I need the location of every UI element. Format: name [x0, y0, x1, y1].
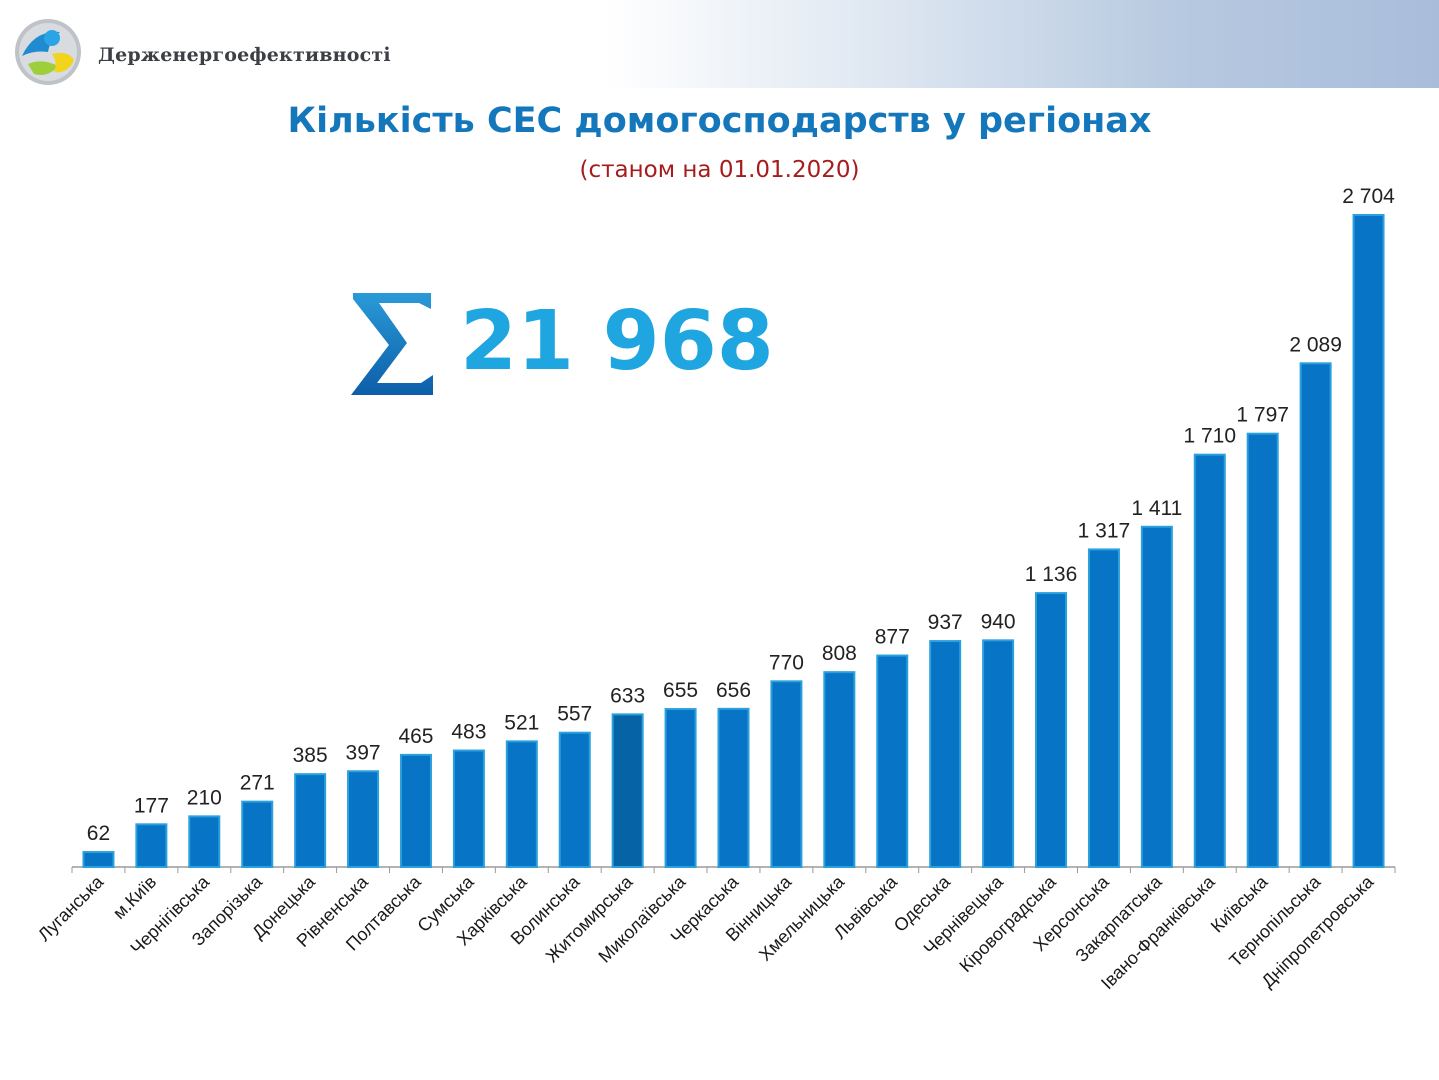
data-label: 397 — [346, 741, 381, 764]
data-label: 770 — [769, 651, 804, 674]
bar — [1299, 362, 1332, 868]
bar — [135, 823, 168, 868]
bar — [823, 671, 856, 868]
sigma-icon — [351, 293, 433, 395]
data-label: 655 — [663, 679, 698, 702]
data-label: 940 — [981, 610, 1016, 633]
data-label: 633 — [610, 684, 645, 707]
bar — [1140, 525, 1173, 868]
brand-name: Держенергоефективності — [98, 44, 391, 66]
data-label: 1 710 — [1183, 425, 1236, 448]
bar — [505, 740, 538, 869]
x-tick-label: Кіровоградська — [955, 871, 1060, 976]
bar — [347, 770, 380, 869]
bar — [982, 639, 1015, 868]
x-tick-label: Луганська — [34, 871, 108, 945]
x-tick-label: м.Київ — [109, 872, 160, 923]
bar — [188, 815, 221, 868]
data-label: 1 797 — [1236, 404, 1289, 427]
bar — [876, 654, 909, 868]
header-band — [0, 0, 1439, 88]
data-label: 1 136 — [1025, 563, 1078, 586]
data-label: 877 — [875, 626, 910, 649]
data-label: 210 — [187, 786, 222, 809]
data-label: 557 — [557, 703, 592, 726]
bar — [1035, 592, 1068, 868]
bar — [1193, 453, 1226, 868]
bar — [294, 773, 327, 869]
bar — [1087, 548, 1120, 868]
total-value: 21 968 — [460, 294, 774, 389]
data-label: 62 — [87, 822, 110, 845]
chart-subtitle: (станом на 01.01.2020) — [579, 157, 860, 183]
chart-title: Кількість СЕС домогосподарств у регіонах — [287, 101, 1152, 141]
data-label: 937 — [928, 611, 963, 634]
data-label: 385 — [293, 744, 328, 767]
data-label: 521 — [504, 711, 539, 734]
total-block — [345, 285, 765, 405]
bar — [452, 749, 485, 869]
data-label: 808 — [822, 642, 857, 665]
data-label: 2 089 — [1289, 333, 1342, 356]
bar — [664, 708, 697, 868]
data-label: 1 317 — [1078, 519, 1131, 542]
bar — [1352, 214, 1385, 868]
data-label: 656 — [716, 679, 751, 702]
bar — [241, 800, 274, 869]
data-label: 1 411 — [1131, 497, 1182, 520]
bar — [717, 707, 750, 869]
data-label: 483 — [451, 721, 486, 744]
data-label: 465 — [398, 725, 433, 748]
bar — [1246, 432, 1279, 868]
bar — [611, 713, 644, 868]
x-tick-label: Тернопільська — [1225, 871, 1325, 971]
data-label: 2 704 — [1342, 185, 1395, 208]
logo-icon — [14, 16, 86, 88]
bar — [82, 851, 115, 868]
data-label: 177 — [134, 794, 169, 817]
bar — [399, 753, 432, 868]
bar — [929, 640, 962, 869]
data-label: 271 — [240, 772, 275, 795]
bar — [558, 731, 591, 868]
bar — [770, 680, 803, 868]
